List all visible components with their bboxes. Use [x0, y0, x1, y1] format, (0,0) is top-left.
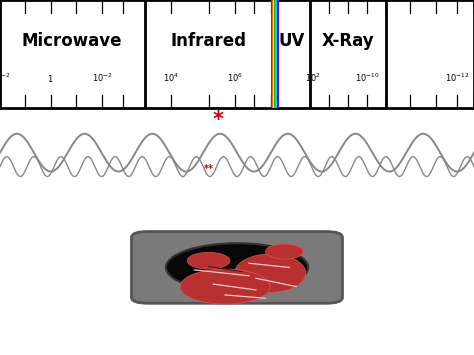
Bar — [271, 0, 272, 108]
Text: $10^{2}$: $10^{2}$ — [305, 72, 321, 84]
Ellipse shape — [187, 252, 230, 269]
Text: $10^{6}$: $10^{6}$ — [227, 72, 243, 84]
Text: $10^{-2}$: $10^{-2}$ — [0, 72, 10, 84]
Text: UV: UV — [278, 32, 305, 50]
Text: $10^{-12}$: $10^{-12}$ — [445, 72, 470, 84]
Text: **: ** — [203, 164, 214, 174]
Bar — [275, 0, 276, 108]
FancyBboxPatch shape — [131, 231, 342, 303]
Bar — [274, 0, 275, 108]
Text: X-Ray: X-Ray — [322, 32, 375, 50]
Text: $10^{-10}$: $10^{-10}$ — [355, 72, 380, 84]
Ellipse shape — [166, 243, 308, 291]
Text: *: * — [212, 110, 224, 130]
Text: $10^{4}$: $10^{4}$ — [163, 72, 179, 84]
Ellipse shape — [235, 254, 306, 293]
Bar — [278, 0, 279, 108]
Text: $10^{-2}$: $10^{-2}$ — [91, 72, 112, 84]
Ellipse shape — [265, 244, 303, 259]
Text: $1$: $1$ — [47, 73, 54, 84]
Text: Microwave: Microwave — [22, 32, 122, 50]
Bar — [273, 0, 274, 108]
Text: Infrared: Infrared — [171, 32, 246, 50]
Bar — [272, 0, 273, 108]
Bar — [276, 0, 278, 108]
Ellipse shape — [180, 269, 270, 304]
